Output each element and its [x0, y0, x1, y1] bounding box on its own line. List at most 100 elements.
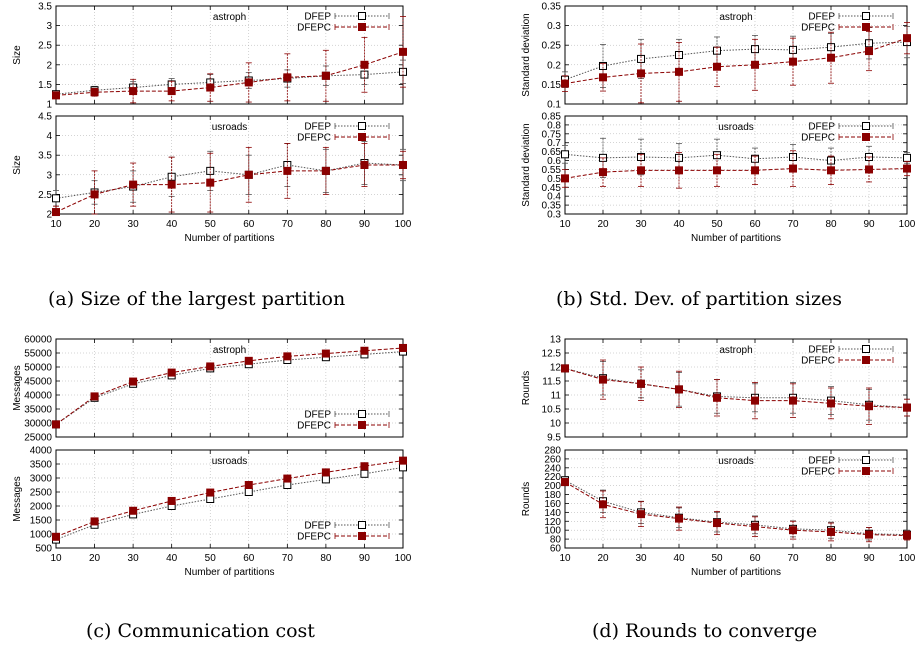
- y-tick-label: 0.2: [547, 60, 561, 71]
- series-line: [55, 460, 404, 538]
- x-tick-label: 80: [320, 553, 332, 564]
- x-tick-label: 40: [166, 553, 178, 564]
- x-tick-label: 90: [359, 219, 371, 230]
- series-DFEPC: [52, 343, 407, 429]
- legend-entry: DFEPC: [297, 421, 390, 432]
- x-tick-label: 10: [50, 219, 62, 230]
- legend-marker: [862, 345, 870, 353]
- y-axis-label: Messages: [12, 476, 23, 522]
- y-tick-label: 4000: [30, 446, 53, 457]
- y-tick-label: 1000: [30, 530, 53, 541]
- data-point: [827, 399, 835, 408]
- y-tick-label: 0.4: [547, 192, 561, 203]
- x-axis-label: Number of partitions: [691, 233, 781, 244]
- x-tick-label: 10: [559, 553, 571, 564]
- y-tick-label: 2.5: [38, 190, 52, 201]
- y-tick-label: 10: [550, 419, 562, 430]
- data-point: [561, 174, 569, 183]
- y-tick-label: 0.35: [542, 2, 562, 13]
- data-point: [713, 393, 721, 402]
- x-tick-label: 60: [243, 553, 255, 564]
- y-tick-label: 0.7: [547, 138, 561, 149]
- y-tick-label: 35000: [24, 405, 52, 416]
- data-point: [827, 166, 835, 175]
- x-tick-label: 90: [359, 553, 371, 564]
- chart-b-astroph: 0.1 0.15 0.2 0.25 0.3 0.35 astroph Standard dev…: [521, 2, 911, 111]
- y-tick-label: 80: [550, 535, 562, 546]
- x-tick-label: 70: [787, 219, 799, 230]
- legend-marker: [358, 23, 366, 31]
- legend-label: DFEPC: [297, 133, 331, 144]
- legend-marker: [358, 122, 366, 130]
- legend-marker: [358, 532, 366, 540]
- y-tick-label: 200: [544, 481, 561, 492]
- data-point: [244, 481, 253, 489]
- y-tick-label: 12.5: [542, 349, 562, 360]
- series-line: [564, 367, 908, 409]
- legend-label: DFEP: [304, 122, 331, 133]
- data-point: [52, 420, 60, 429]
- data-point: [90, 517, 99, 526]
- data-point: [129, 506, 138, 515]
- data-point: [599, 375, 607, 384]
- data-point: [713, 62, 721, 71]
- data-point: [283, 166, 292, 175]
- x-axis-label: Number of partitions: [184, 567, 274, 578]
- x-tick-label: 20: [597, 219, 609, 230]
- data-point: [713, 519, 721, 528]
- data-point: [129, 180, 138, 189]
- subplot-title: usroads: [212, 456, 248, 467]
- x-tick-label: 80: [320, 219, 332, 230]
- subplot-title: astroph: [213, 345, 246, 356]
- data-point: [399, 343, 407, 352]
- x-tick-label: 80: [825, 219, 837, 230]
- series-line: [55, 347, 404, 425]
- data-point: [321, 166, 330, 175]
- legend-label: DFEPC: [801, 133, 835, 144]
- y-tick-label: 1.5: [38, 80, 52, 91]
- y-tick-label: 0.35: [542, 201, 562, 212]
- x-tick-label: 70: [282, 553, 294, 564]
- legend-label: DFEP: [808, 12, 835, 23]
- y-tick-label: 0.3: [547, 210, 561, 221]
- legend-marker: [862, 122, 870, 130]
- data-point: [399, 463, 407, 472]
- x-tick-label: 40: [673, 219, 685, 230]
- x-tick-label: 60: [243, 219, 255, 230]
- data-point: [321, 71, 330, 80]
- data-point: [561, 364, 569, 373]
- subplot-title: astroph: [719, 12, 752, 23]
- data-point: [399, 161, 407, 169]
- x-tick-label: 10: [50, 553, 62, 564]
- data-point: [90, 392, 99, 401]
- data-point: [751, 522, 759, 531]
- y-tick-label: 0.75: [542, 129, 562, 140]
- series-DFEP: [52, 463, 407, 544]
- data-point: [599, 73, 607, 82]
- series-line: [564, 481, 908, 537]
- data-point: [637, 166, 645, 175]
- y-tick-label: 40000: [24, 391, 52, 402]
- data-point: [321, 349, 330, 358]
- legend-marker: [862, 467, 870, 475]
- legend-marker: [862, 12, 870, 20]
- data-point: [360, 469, 369, 478]
- x-tick-label: 40: [673, 553, 685, 564]
- series-line: [564, 168, 908, 179]
- data-point: [52, 194, 60, 203]
- x-tick-label: 20: [597, 553, 609, 564]
- caption-a: (a) Size of the largest partition: [48, 288, 346, 310]
- data-point: [789, 164, 797, 173]
- legend-label: DFEPC: [801, 23, 835, 34]
- data-point: [90, 88, 99, 97]
- y-tick-label: 500: [35, 544, 52, 555]
- series-line: [55, 351, 404, 425]
- data-point: [599, 168, 607, 177]
- y-tick-label: 0.3: [547, 21, 561, 32]
- y-tick-label: 0.55: [542, 165, 562, 176]
- y-tick-label: 220: [544, 472, 561, 483]
- y-tick-label: 2500: [30, 488, 53, 499]
- legend-label: DFEP: [304, 410, 331, 421]
